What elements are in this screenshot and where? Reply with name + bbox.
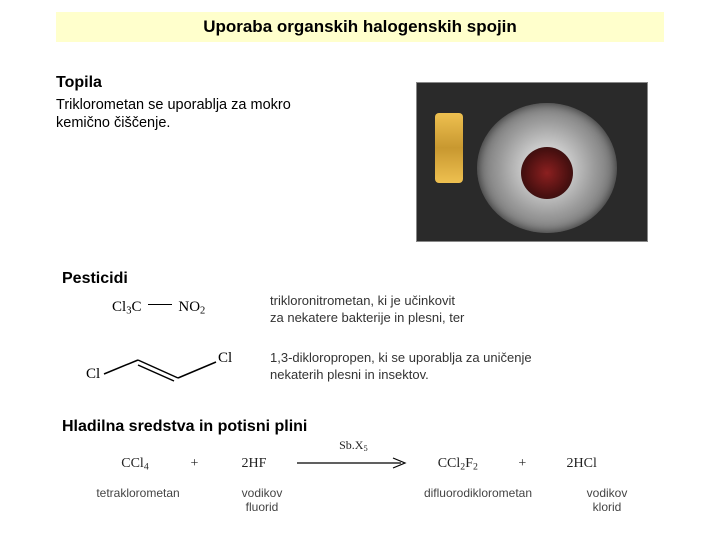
label-product1: difluorodiklorometan xyxy=(408,486,548,500)
dcp-cl-left: Cl xyxy=(86,366,100,382)
heading-pesticidi: Pesticidi xyxy=(62,270,128,288)
reactant1: CCl4 xyxy=(100,456,170,472)
struct1-cl: Cl3C xyxy=(112,299,141,315)
struct1-no2: NO2 xyxy=(178,299,205,315)
reaction-arrow xyxy=(293,456,413,470)
cat-t: Sb.X xyxy=(339,438,363,452)
structure-dichloropropene: Cl Cl xyxy=(86,348,246,390)
reaction-arrow-block: Sb.X5 xyxy=(293,454,413,472)
product2: 2HCl xyxy=(547,456,617,472)
t-cl: Cl xyxy=(112,299,126,315)
slide-title: Uporaba organskih halogenskih spojin xyxy=(203,17,517,37)
r1f: CCl xyxy=(121,456,144,471)
heading-topila: Topila xyxy=(56,74,102,92)
topila-body: Triklorometan se uporablja za mokro kemi… xyxy=(56,96,376,132)
plus1: + xyxy=(174,456,214,472)
dichloropropene-svg: Cl Cl xyxy=(86,348,246,390)
product1: CCl2F2 xyxy=(418,456,498,472)
label-reactant2: vodikov fluorid xyxy=(232,486,292,514)
t-no: NO xyxy=(178,299,200,315)
struct1-bond xyxy=(148,304,172,305)
dcp-cl-right: Cl xyxy=(218,350,232,366)
reaction-equation: CCl4 + 2HF Sb.X5 CCl2F2 + 2HCl xyxy=(100,454,660,473)
title-bar: Uporaba organskih halogenskih spojin xyxy=(56,12,664,42)
p1b: F xyxy=(465,456,473,471)
dry-cleaning-machine-photo xyxy=(416,82,648,242)
photo-bar xyxy=(435,113,463,183)
label-product2: vodikov klorid xyxy=(572,486,642,514)
photo-drum-center xyxy=(521,147,573,199)
t-c: C xyxy=(131,299,141,315)
plus2: + xyxy=(502,456,542,472)
reactant2: 2HF xyxy=(219,456,289,472)
label-reactant1: tetraklorometan xyxy=(88,486,188,500)
heading-hladilna: Hladilna sredstva in potisni plini xyxy=(62,418,307,436)
catalyst: Sb.X5 xyxy=(293,438,413,453)
structure-trichloronitromethane: Cl3C NO2 xyxy=(112,298,205,317)
p1a: CCl xyxy=(438,456,461,471)
desc-trichloronitromethane: trikloronitrometan, ki je učinkovit za n… xyxy=(270,293,570,327)
desc-dichloropropene: 1,3-dikloropropen, ki se uporablja za un… xyxy=(270,350,630,384)
